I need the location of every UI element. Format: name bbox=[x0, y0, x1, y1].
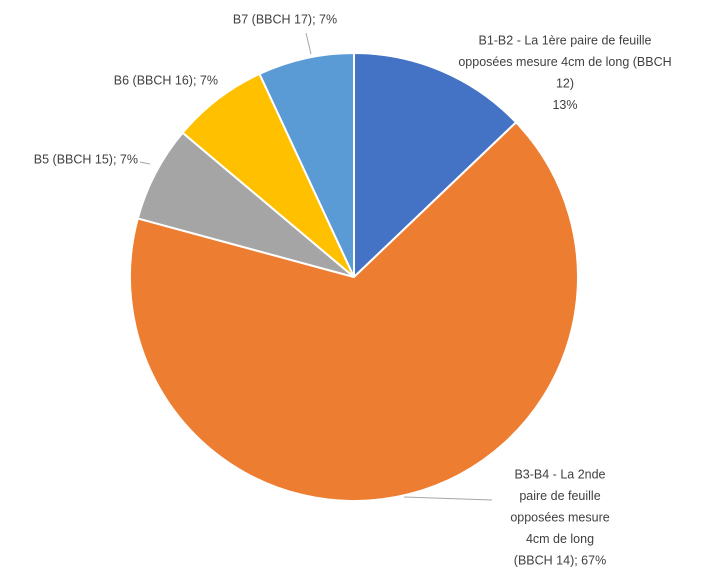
data-label: B6 (BBCH 16); 7% bbox=[114, 73, 218, 87]
leader-line bbox=[139, 161, 151, 165]
leader-line bbox=[403, 496, 493, 501]
data-label: opposées mesure 4cm de long (BBCH bbox=[458, 55, 671, 69]
data-label: opposées mesure bbox=[510, 510, 609, 524]
data-label: B7 (BBCH 17); 7% bbox=[233, 12, 337, 26]
pie-slice bbox=[353, 51, 518, 280]
data-label: B3-B4 - La 2nde bbox=[514, 467, 605, 481]
data-label: paire de feuille bbox=[519, 489, 600, 503]
data-label: 12) bbox=[556, 76, 574, 90]
pie-slice bbox=[129, 120, 579, 502]
pie-slice bbox=[258, 51, 355, 278]
data-label: 4cm de long bbox=[526, 532, 594, 546]
data-label: 13% bbox=[552, 98, 577, 112]
data-label: (BBCH 14); 67% bbox=[514, 553, 606, 567]
leader-line bbox=[305, 32, 312, 55]
data-label: B5 (BBCH 15); 7% bbox=[34, 152, 138, 166]
data-label: B1-B2 - La 1ère paire de feuille bbox=[478, 33, 651, 47]
